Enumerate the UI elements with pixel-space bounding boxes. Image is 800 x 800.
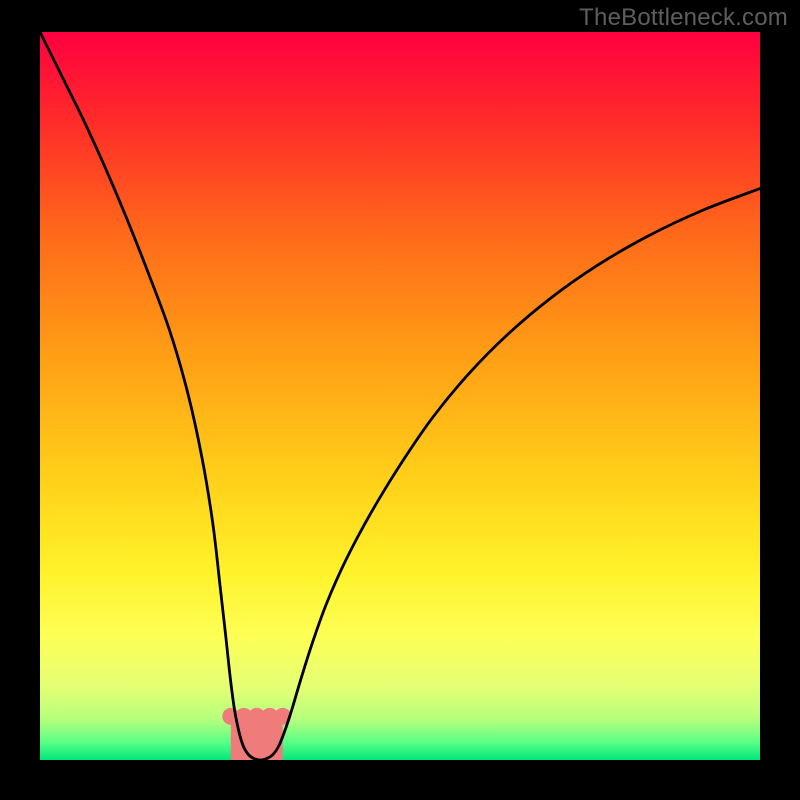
plot-background-gradient [40,32,760,760]
figure-root: TheBottleneck.com [0,0,800,800]
marker-band [222,708,291,760]
bottleneck-curve-chart [0,0,800,800]
